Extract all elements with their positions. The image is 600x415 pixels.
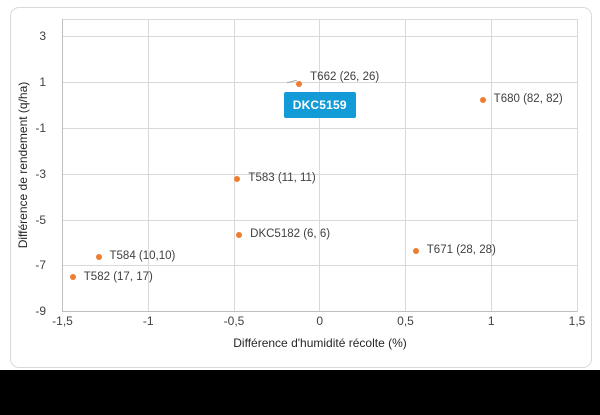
v-gridline (319, 19, 321, 312)
point-label-t584: T584 (10,10) (109, 250, 176, 263)
h-gridline (62, 82, 577, 84)
point-label-dkc5182: DKC5182 (6, 6) (250, 228, 331, 241)
y-tick-label: -9 (35, 304, 46, 319)
data-point-t680[interactable] (479, 96, 486, 103)
point-label-t671: T671 (28, 28) (426, 244, 496, 257)
y-axis-title[interactable]: Différence de rendement (q/ha) (16, 81, 30, 249)
point-label-t680: T680 (82, 82) (493, 93, 563, 106)
h-gridline (62, 173, 577, 175)
data-point-t584[interactable] (95, 253, 102, 260)
y-tick-label: -5 (35, 212, 46, 227)
bottom-black-bar (0, 370, 600, 415)
y-tick-label: -1 (35, 120, 46, 135)
point-label-t662: T662 (26, 26) (310, 71, 380, 84)
y-tick-label: 1 (39, 75, 46, 90)
x-tick-label: 0,5 (397, 314, 414, 328)
plot-area: 3 1 -1 -3 -5 -7 -9 -1,5 -1 -0,5 0 0,5 1 1,5 T662 (26, … (35, 18, 586, 328)
v-gridline (490, 19, 492, 312)
x-tick-label: 1,5 (568, 314, 586, 328)
v-gridline (233, 19, 235, 312)
x-tick-label: -0,5 (223, 314, 245, 328)
v-gridline (62, 19, 63, 312)
callout-label-dkc5159[interactable]: DKC5159 (283, 92, 356, 119)
x-tick-label: 1 (487, 314, 495, 328)
point-label-t583: T583 (11, 11) (248, 172, 316, 185)
h-gridline (62, 219, 577, 221)
data-point-t662[interactable] (296, 80, 303, 87)
x-tick-label: 0 (316, 314, 324, 328)
h-gridline (62, 127, 577, 129)
h-gridline (62, 265, 577, 267)
data-point-t582[interactable] (69, 274, 76, 281)
x-tick-label: -1,5 (52, 314, 73, 328)
chart-frame[interactable] (10, 7, 592, 368)
data-point-dkc5182[interactable] (236, 231, 243, 238)
h-gridline (62, 36, 577, 38)
v-gridline (147, 19, 149, 312)
y-tick-label: -7 (35, 258, 46, 273)
x-tick-label: -1 (142, 314, 154, 328)
point-label-t582: T582 (17, 17) (83, 270, 153, 283)
h-gridline (62, 311, 577, 313)
v-gridline (405, 19, 406, 312)
data-point-t671[interactable] (412, 247, 419, 254)
y-tick-label: 3 (39, 29, 46, 44)
y-tick-label: -3 (35, 166, 46, 181)
v-gridline (576, 19, 578, 312)
plot-top-border (62, 18, 577, 20)
data-point-t583[interactable] (234, 175, 241, 182)
x-axis-title[interactable]: Différence d'humidité récolte (%) (233, 336, 407, 350)
